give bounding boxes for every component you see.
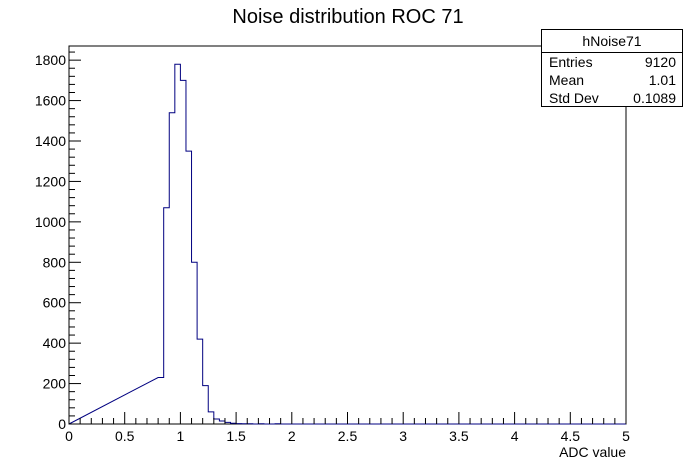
stats-label-entries: Entries [549, 54, 593, 70]
stats-row-entries: Entries 9120 [542, 53, 682, 71]
x-tick-label: 2.5 [338, 428, 358, 444]
x-tick-label: 3 [399, 428, 407, 444]
stats-row-mean: Mean 1.01 [542, 71, 682, 89]
x-tick-label: 3.5 [449, 428, 469, 444]
stats-label-mean: Mean [549, 72, 585, 88]
histogram-bin [225, 422, 231, 424]
x-tick-label: 0.5 [115, 428, 135, 444]
y-tick-label: 1000 [35, 214, 66, 230]
stats-box: hNoise71 Entries 9120 Mean 1.01 Std Dev … [541, 29, 683, 107]
histogram-bin [203, 386, 209, 424]
stats-row-stddev: Std Dev 0.1089 [542, 89, 682, 107]
y-tick-label: 1200 [35, 173, 66, 189]
histogram-bin [175, 64, 181, 424]
histogram-line [68, 63, 626, 425]
x-tick-label: 1 [177, 428, 185, 444]
histogram-bin [214, 419, 220, 424]
x-tick-label: 4.5 [561, 428, 581, 444]
stats-value-entries: 9120 [644, 54, 676, 70]
x-tick-label: 4 [511, 428, 519, 444]
y-tick-label: 1800 [35, 52, 66, 68]
y-tick-label: 600 [43, 295, 67, 311]
stats-value-stddev: 0.1089 [633, 90, 676, 106]
x-tick-label: 5 [622, 428, 630, 444]
histogram-bin [208, 412, 214, 424]
x-tick-label: 2 [288, 428, 296, 444]
histogram-bin [169, 113, 175, 424]
y-tick-label: 1600 [35, 93, 66, 109]
histogram-bin [231, 423, 237, 424]
histogram-bin [197, 339, 203, 424]
y-tick-label: 200 [43, 376, 67, 392]
y-tick-label: 0 [58, 416, 66, 432]
stats-label-stddev: Std Dev [549, 90, 599, 106]
histogram-bin [180, 80, 186, 424]
chart-title: Noise distribution ROC 71 [232, 6, 464, 28]
x-axis-title: ADC value [559, 444, 626, 460]
x-tick-label: 0 [65, 428, 73, 444]
histogram-bin [192, 262, 198, 424]
stats-value-mean: 1.01 [648, 72, 676, 88]
histogram-bin [158, 378, 164, 424]
y-tick-label: 400 [43, 335, 67, 351]
histogram-bin [164, 208, 170, 424]
y-tick-label: 1400 [35, 133, 66, 149]
x-tick-label: 1.5 [226, 428, 246, 444]
histogram-bin [186, 151, 192, 424]
stats-histogram-name: hNoise71 [542, 30, 682, 53]
histogram-bin [219, 421, 225, 424]
y-tick-label: 800 [43, 254, 67, 270]
